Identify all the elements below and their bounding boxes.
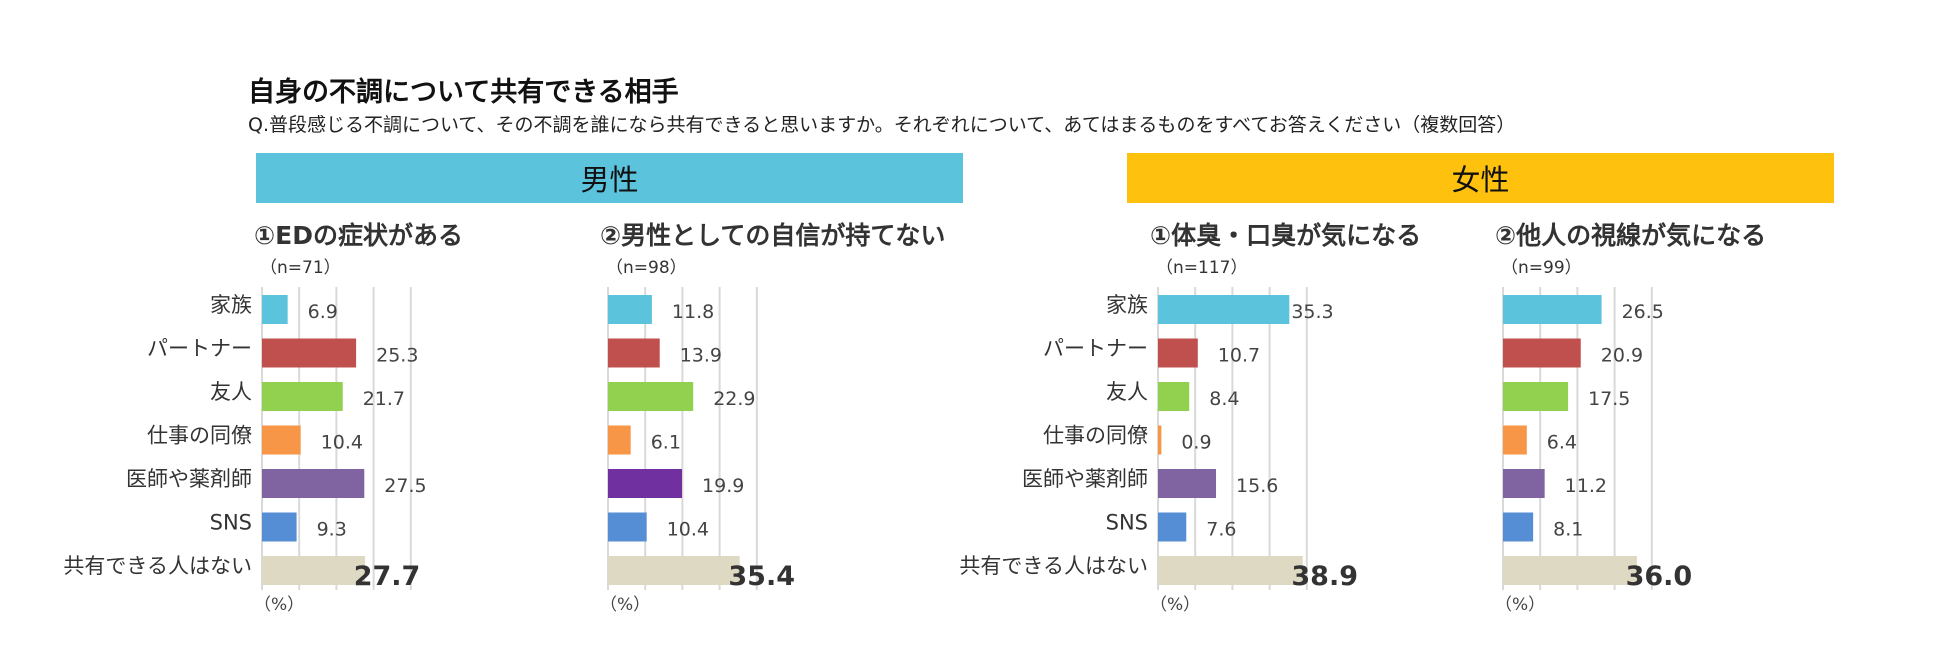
bar <box>1158 295 1290 324</box>
category-label: パートナー <box>147 337 252 361</box>
bar <box>1503 425 1527 455</box>
data-label: 7.6 <box>1206 519 1236 541</box>
bar <box>262 338 357 368</box>
bar <box>1158 425 1162 455</box>
category-label: 家族 <box>210 293 252 317</box>
bar <box>1503 382 1569 411</box>
data-label: 25.3 <box>376 345 418 367</box>
bar <box>262 469 365 498</box>
chart-sample-size: （n=117） <box>1156 258 1247 278</box>
data-label: 10.4 <box>321 432 363 454</box>
bar <box>1503 469 1545 498</box>
bar <box>262 556 366 585</box>
data-label: 26.5 <box>1622 301 1664 323</box>
chart-title: ②男性としての自信が持てない <box>600 221 945 250</box>
bar <box>1158 469 1217 498</box>
category-label: 家族 <box>1106 293 1148 317</box>
bar <box>1503 295 1602 324</box>
category-label: 医師や薬剤師 <box>126 467 252 491</box>
data-label: 15.6 <box>1236 475 1278 497</box>
unit-label: （%） <box>600 595 650 615</box>
bar <box>262 425 301 455</box>
survey-question: Q.普段感じる不調について、その不調を誰になら共有できると思いますか。それぞれに… <box>248 114 1516 136</box>
chart-sample-size: （n=71） <box>260 258 341 278</box>
category-label: 仕事の同僚 <box>1043 424 1148 448</box>
bar <box>262 512 297 542</box>
data-label: 38.9 <box>1291 561 1358 592</box>
data-label: 6.4 <box>1547 432 1577 454</box>
category-label: 友人 <box>210 380 252 404</box>
bar <box>1158 382 1190 411</box>
data-label: 10.4 <box>667 519 709 541</box>
chart-sample-size: （n=98） <box>606 258 687 278</box>
bar <box>262 295 288 324</box>
data-label: 20.9 <box>1601 345 1643 367</box>
chart-sample-size: （n=99） <box>1501 258 1582 278</box>
data-label: 21.7 <box>363 388 405 410</box>
unit-label: （%） <box>254 595 304 615</box>
bar <box>1503 556 1637 585</box>
bar <box>1158 512 1187 542</box>
chart-title: ①EDの症状がある <box>254 221 463 250</box>
banner-female: 女性 <box>1127 153 1834 203</box>
bar <box>262 382 343 411</box>
bar <box>608 295 652 324</box>
bar <box>1503 512 1534 542</box>
data-label: 11.2 <box>1565 475 1607 497</box>
bar <box>1158 556 1303 585</box>
data-label: 9.3 <box>317 519 347 541</box>
data-label: 13.9 <box>680 345 722 367</box>
page-title: 自身の不調について共有できる相手 <box>248 77 679 108</box>
data-label: 35.3 <box>1291 301 1333 323</box>
bar <box>1503 338 1581 368</box>
category-label: 共有できる人はない <box>959 554 1148 578</box>
category-label: 仕事の同僚 <box>147 424 252 448</box>
chart-title: ②他人の視線が気になる <box>1495 221 1766 250</box>
data-label: 35.4 <box>728 561 795 592</box>
data-label: 11.8 <box>672 301 714 323</box>
data-label: 36.0 <box>1626 561 1693 592</box>
data-label: 8.1 <box>1553 519 1583 541</box>
category-label: SNS <box>1106 511 1148 535</box>
chart-title: ①体臭・口臭が気になる <box>1150 221 1421 250</box>
category-label: SNS <box>210 511 252 535</box>
data-label: 6.1 <box>651 432 681 454</box>
bar <box>608 338 660 368</box>
data-label: 17.5 <box>1588 388 1630 410</box>
bar <box>608 425 631 455</box>
data-label: 22.9 <box>713 388 755 410</box>
unit-label: （%） <box>1495 595 1545 615</box>
bar <box>608 382 694 411</box>
bar <box>608 556 740 585</box>
data-label: 19.9 <box>702 475 744 497</box>
unit-label: （%） <box>1150 595 1200 615</box>
bar <box>1158 338 1198 368</box>
category-label: パートナー <box>1043 337 1148 361</box>
data-label: 10.7 <box>1218 345 1260 367</box>
data-label: 6.9 <box>308 301 338 323</box>
data-label: 8.4 <box>1209 388 1239 410</box>
banner-male: 男性 <box>256 153 963 203</box>
category-label: 医師や薬剤師 <box>1022 467 1148 491</box>
data-label: 27.7 <box>354 561 421 592</box>
bar <box>608 512 647 542</box>
data-label: 27.5 <box>384 475 426 497</box>
category-label: 共有できる人はない <box>63 554 252 578</box>
bar <box>608 469 683 498</box>
data-label: 0.9 <box>1181 432 1211 454</box>
category-label: 友人 <box>1106 380 1148 404</box>
